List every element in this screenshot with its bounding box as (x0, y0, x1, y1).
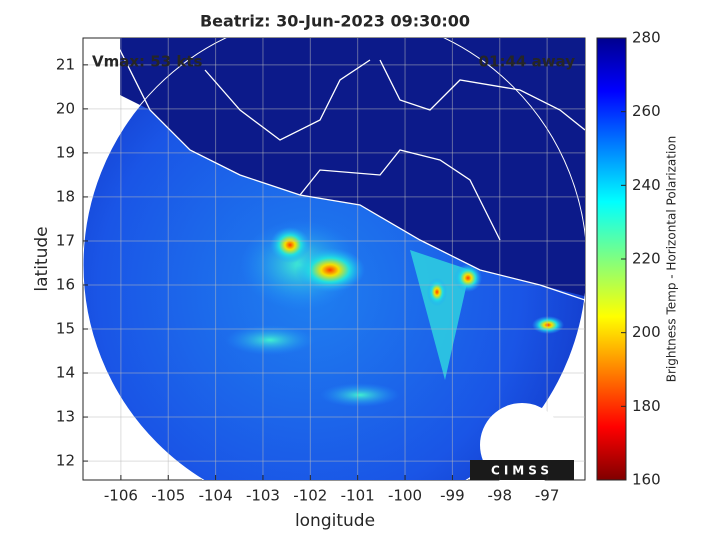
x-tick-label: -103 (246, 487, 280, 505)
x-tick-label: -105 (151, 487, 185, 505)
annotation: 01:44 away (479, 53, 576, 71)
colorbar-tick-label: 160 (632, 471, 661, 489)
y-tick-label: 21 (56, 55, 75, 73)
chart-title: Beatriz: 30-Jun-2023 09:30:00 (200, 12, 470, 31)
y-tick-label: 18 (56, 187, 75, 205)
colorbar-tick-label: 180 (632, 397, 661, 415)
colorbar-tick-label: 240 (632, 176, 661, 194)
y-tick-label: 15 (56, 319, 75, 337)
x-tick-label: -100 (388, 487, 422, 505)
x-tick-label: -101 (341, 487, 375, 505)
y-tick-label: 12 (56, 452, 75, 470)
grid (83, 38, 585, 480)
y-axis-label: latitude (32, 226, 52, 291)
coastline (89, 39, 585, 301)
logo: CIMSS (470, 403, 574, 487)
logo-text: CIMSS (491, 464, 553, 478)
swath-image (83, 38, 585, 480)
colorbar-tick-label: 220 (632, 250, 661, 268)
x-tick-label: -98 (488, 487, 513, 505)
x-tick-label: -102 (293, 487, 327, 505)
x-tick-label: -106 (104, 487, 138, 505)
annotation: Vmax: 53 kts (92, 53, 202, 71)
y-tick-label: 20 (56, 99, 75, 117)
y-tick-label: 17 (56, 231, 75, 249)
x-tick-label: -99 (440, 487, 465, 505)
y-tick-label: 14 (56, 364, 75, 382)
colorbar-label: Brightness Temp - Horizontal Polarizatio… (665, 136, 679, 383)
y-tick-label: 13 (56, 408, 75, 426)
x-tick-label: -104 (199, 487, 233, 505)
y-tick-label: 16 (56, 275, 75, 293)
y-tick-label: 19 (56, 143, 75, 161)
colorbar-tick-label: 260 (632, 102, 661, 120)
x-tick-label: -97 (535, 487, 560, 505)
colorbar-tick-label: 200 (632, 323, 661, 341)
x-axis-label: longitude (295, 511, 375, 531)
colorbar-tick-label: 280 (632, 29, 661, 47)
